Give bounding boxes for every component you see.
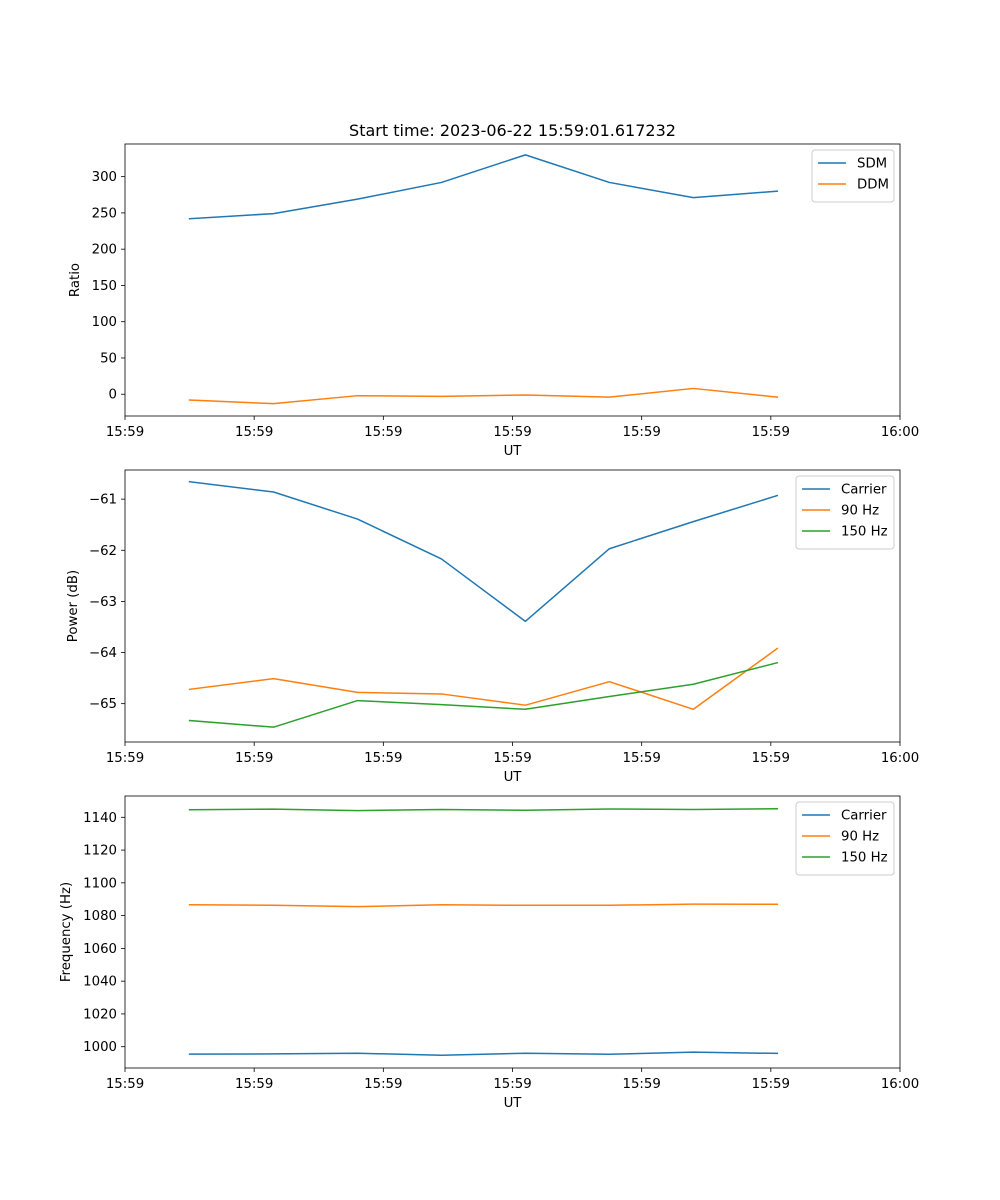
x-tick-label: 15:59 xyxy=(493,751,531,766)
x-tick-label: 15:59 xyxy=(752,751,790,766)
y-tick-label: −63 xyxy=(89,595,117,610)
y-tick-label: 0 xyxy=(109,388,117,403)
series-line-sdm xyxy=(188,154,779,220)
x-tick-label: 15:59 xyxy=(623,751,661,766)
x-tick-label: 15:59 xyxy=(235,425,273,440)
legend-label: 90 Hz xyxy=(841,830,879,845)
y-tick-label: −64 xyxy=(89,646,117,661)
series-line-carrier xyxy=(188,1051,779,1056)
y-tick-label: 200 xyxy=(92,243,117,258)
x-tick-label: 15:59 xyxy=(106,751,144,766)
x-tick-label: 15:59 xyxy=(364,1077,402,1092)
y-tick-label: 1020 xyxy=(83,1007,117,1022)
x-tick-label: 15:59 xyxy=(752,425,790,440)
y-tick-label: 150 xyxy=(92,279,117,294)
y-tick-label: 1140 xyxy=(83,811,117,826)
x-tick-label: 16:00 xyxy=(881,1077,919,1092)
y-axis-label: Frequency (Hz) xyxy=(59,882,74,982)
x-tick-label: 15:59 xyxy=(364,425,402,440)
legend: Carrier 90 Hz 150 Hz xyxy=(795,801,895,876)
x-tick-label: 15:59 xyxy=(623,1077,661,1092)
legend-label: DDM xyxy=(857,178,889,193)
legend-label: SDM xyxy=(857,157,887,172)
y-tick-label: 1100 xyxy=(83,876,117,891)
legend-label: 150 Hz xyxy=(841,525,888,540)
y-tick-label: −62 xyxy=(89,544,117,559)
x-axis-label: UT xyxy=(504,444,523,459)
series-line-150-hz xyxy=(188,808,779,812)
y-axis-label: Ratio xyxy=(68,263,83,297)
x-tick-label: 15:59 xyxy=(623,425,661,440)
x-tick-label: 16:00 xyxy=(881,425,919,440)
x-tick-label: 15:59 xyxy=(364,751,402,766)
x-tick-label: 15:59 xyxy=(493,1077,531,1092)
chart-title: Start time: 2023-06-22 15:59:01.617232 xyxy=(349,121,676,140)
y-tick-label: 50 xyxy=(100,351,117,366)
legend-label: 90 Hz xyxy=(841,504,879,519)
y-tick-label: 250 xyxy=(92,206,117,221)
chart-panel-3: 15:59 15:59 15:59 15:59 15:59 15:59 16:00 1000 1… xyxy=(59,795,919,1111)
legend-label: Carrier xyxy=(841,809,887,824)
y-tick-label: 100 xyxy=(92,315,117,330)
x-tick-label: 15:59 xyxy=(235,751,273,766)
legend-label: Carrier xyxy=(841,483,887,498)
y-tick-label: 300 xyxy=(92,170,117,185)
series-line-carrier xyxy=(188,480,779,623)
chart-panel-1: 15:59 15:59 15:59 15:59 15:59 15:59 16:00 0 50 10… xyxy=(68,121,919,459)
series-line-150-hz xyxy=(188,661,779,728)
series-line-90-hz xyxy=(188,647,779,711)
y-tick-label: −61 xyxy=(89,493,117,508)
y-tick-label: 1000 xyxy=(83,1040,117,1055)
x-axis-label: UT xyxy=(504,770,523,785)
x-tick-label: 16:00 xyxy=(881,751,919,766)
y-tick-label: 1040 xyxy=(83,975,117,990)
legend: Carrier 90 Hz 150 Hz xyxy=(795,475,895,550)
chart-panel-2: 15:59 15:59 15:59 15:59 15:59 15:59 16:00 −65 −6… xyxy=(66,469,919,785)
x-tick-label: 15:59 xyxy=(752,1077,790,1092)
y-axis-label: Power (dB) xyxy=(66,570,81,642)
y-tick-label: −65 xyxy=(89,697,117,712)
legend: SDM DDM xyxy=(811,149,895,203)
series-line-90-hz xyxy=(188,903,779,908)
x-axis-label: UT xyxy=(504,1096,523,1111)
y-tick-label: 1120 xyxy=(83,844,117,859)
x-tick-label: 15:59 xyxy=(106,425,144,440)
x-tick-label: 15:59 xyxy=(235,1077,273,1092)
y-tick-label: 1080 xyxy=(83,909,117,924)
y-tick-label: 1060 xyxy=(83,942,117,957)
x-tick-label: 15:59 xyxy=(493,425,531,440)
series-line-ddm xyxy=(188,387,779,405)
legend-label: 150 Hz xyxy=(841,851,888,866)
x-tick-label: 15:59 xyxy=(106,1077,144,1092)
